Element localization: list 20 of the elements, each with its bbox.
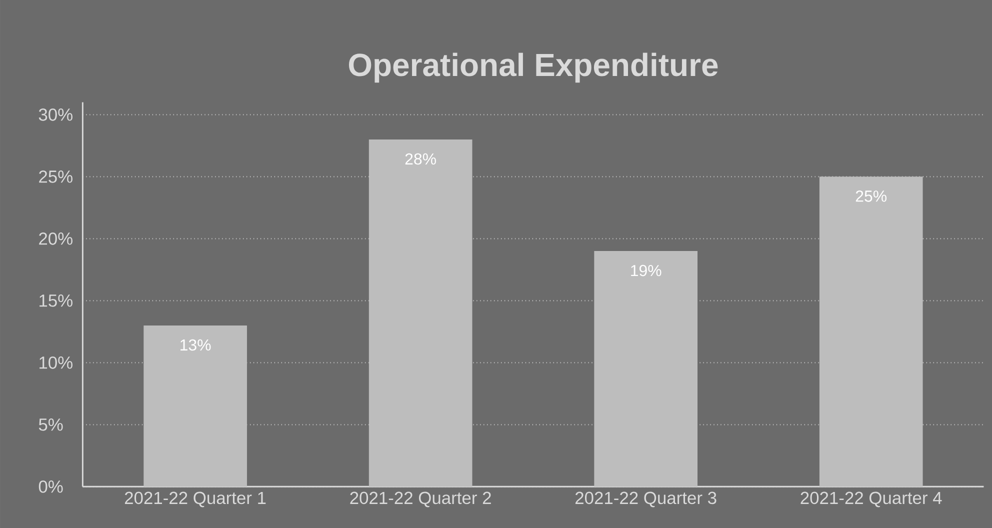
- y-tick-label: 0%: [38, 480, 63, 493]
- y-tick-label: 30%: [38, 108, 72, 121]
- bar: [368, 139, 472, 487]
- x-tick-label: 2021-22 Quarter 2: [350, 492, 491, 508]
- data-label: 13%: [180, 339, 211, 351]
- y-tick-label: 15%: [40, 294, 72, 307]
- bar: [144, 325, 247, 487]
- bar: [594, 251, 698, 487]
- x-tick-label: 2021-22 Quarter 4: [800, 492, 942, 508]
- data-label: 25%: [856, 190, 887, 202]
- x-tick-label: 2021-22 Quarter 1: [124, 492, 266, 508]
- x-tick-label: 2021-22 Quarter 3: [575, 492, 716, 508]
- y-tick-label: 25%: [39, 170, 72, 183]
- chart-title: Operational Expenditure: [348, 52, 718, 83]
- y-tick-label: 10%: [40, 356, 72, 369]
- y-tick-label: 20%: [39, 232, 72, 245]
- data-label: 19%: [631, 264, 662, 276]
- y-tick-label: 5%: [38, 418, 63, 431]
- bar: [819, 176, 923, 487]
- data-label: 28%: [405, 153, 436, 165]
